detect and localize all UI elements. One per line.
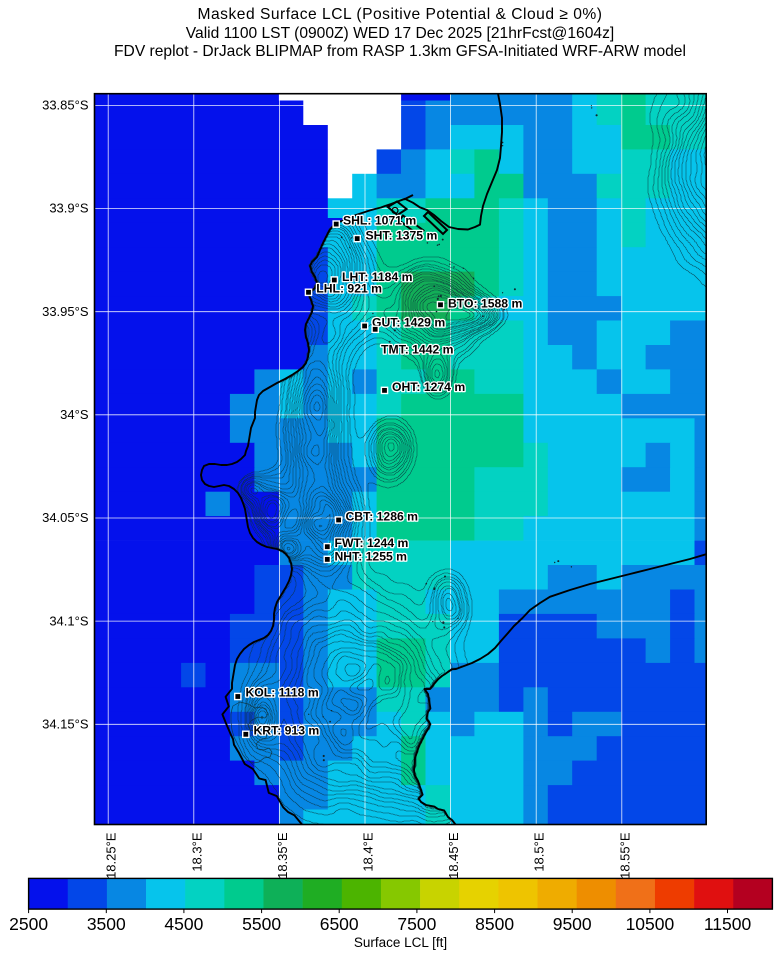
svg-text:KOL: 1118 m: KOL: 1118 m bbox=[246, 686, 319, 700]
svg-text:GUT: 1429 m: GUT: 1429 m bbox=[372, 316, 445, 330]
svg-text:SHT: 1375 m: SHT: 1375 m bbox=[366, 229, 438, 243]
svg-text:2500: 2500 bbox=[9, 914, 48, 934]
svg-text:33.85°S: 33.85°S bbox=[42, 98, 89, 113]
svg-text:OHT: 1274 m: OHT: 1274 m bbox=[392, 380, 465, 394]
svg-text:34.05°S: 34.05°S bbox=[42, 510, 89, 525]
svg-text:LHL: 921 m: LHL: 921 m bbox=[316, 282, 382, 296]
svg-text:9500: 9500 bbox=[553, 914, 592, 934]
svg-text:SHL: 1071 m: SHL: 1071 m bbox=[343, 214, 416, 228]
svg-text:18.35°E: 18.35°E bbox=[275, 832, 290, 879]
svg-text:33.95°S: 33.95°S bbox=[42, 304, 89, 319]
svg-text:LHT: 1184 m: LHT: 1184 m bbox=[342, 270, 413, 284]
svg-text:NHT: 1255 m: NHT: 1255 m bbox=[335, 550, 408, 564]
svg-text:4500: 4500 bbox=[164, 914, 203, 934]
svg-text:FDV replot - DrJack BLIPMAP fr: FDV replot - DrJack BLIPMAP from RASP 1.… bbox=[114, 43, 686, 60]
svg-text:FWT: 1244 m: FWT: 1244 m bbox=[335, 536, 409, 550]
svg-text:34.1°S: 34.1°S bbox=[49, 613, 89, 628]
svg-text:CBT: 1286 m: CBT: 1286 m bbox=[346, 510, 419, 524]
svg-text:18.45°E: 18.45°E bbox=[446, 832, 461, 879]
svg-text:11500: 11500 bbox=[704, 914, 752, 934]
svg-text:18.3°E: 18.3°E bbox=[189, 832, 204, 872]
svg-text:18.55°E: 18.55°E bbox=[617, 832, 632, 879]
svg-text:Masked Surface LCL (Positive P: Masked Surface LCL (Positive Potential &… bbox=[198, 6, 603, 23]
svg-text:TMT: 1442 m: TMT: 1442 m bbox=[381, 343, 454, 357]
svg-text:33.9°S: 33.9°S bbox=[49, 201, 89, 216]
svg-text:34°S: 34°S bbox=[60, 407, 89, 422]
svg-text:Surface LCL [ft]: Surface LCL [ft] bbox=[354, 935, 447, 950]
svg-text:Valid 1100 LST (0900Z) WED 17: Valid 1100 LST (0900Z) WED 17 Dec 2025 [… bbox=[186, 25, 614, 42]
svg-text:18.25°E: 18.25°E bbox=[104, 832, 119, 879]
svg-text:10500: 10500 bbox=[626, 914, 675, 934]
svg-text:18.5°E: 18.5°E bbox=[532, 832, 547, 872]
svg-text:KRT: 913 m: KRT: 913 m bbox=[254, 724, 320, 738]
svg-text:18.4°E: 18.4°E bbox=[361, 832, 376, 872]
svg-text:34.15°S: 34.15°S bbox=[42, 717, 89, 732]
svg-text:8500: 8500 bbox=[475, 914, 514, 934]
svg-text:6500: 6500 bbox=[320, 914, 359, 934]
svg-text:5500: 5500 bbox=[242, 914, 281, 934]
svg-text:BTO: 1588 m: BTO: 1588 m bbox=[448, 297, 522, 311]
svg-text:7500: 7500 bbox=[397, 914, 436, 934]
svg-text:3500: 3500 bbox=[87, 914, 126, 934]
